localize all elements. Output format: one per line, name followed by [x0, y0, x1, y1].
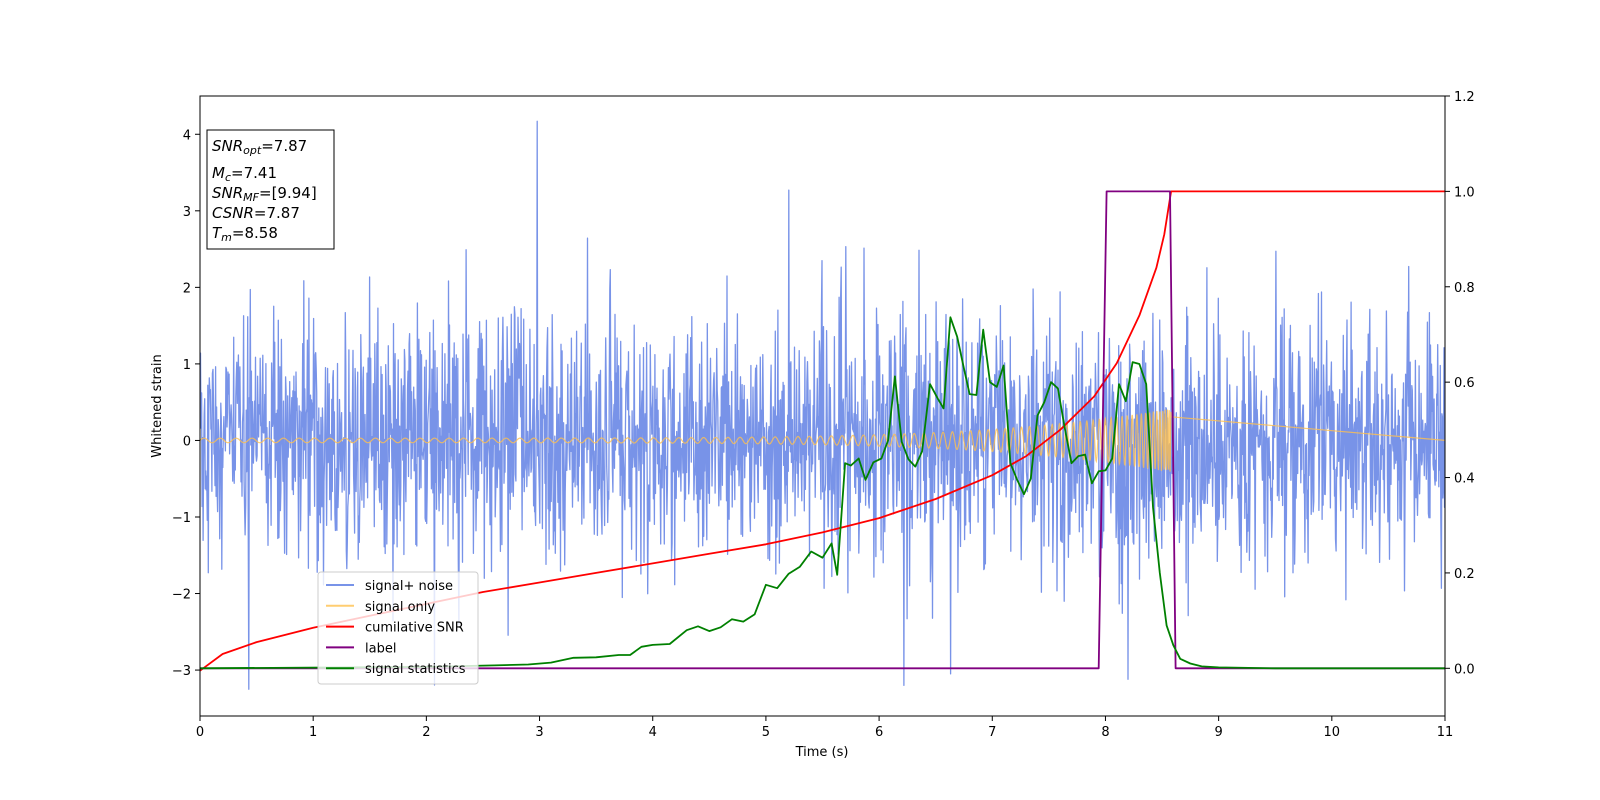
plot-frame: [199, 95, 1446, 717]
info-line: CSNR=7.87: [212, 204, 300, 222]
y2-tick-label: 0.6: [1454, 376, 1475, 391]
info-line: SNRopt=7.87: [212, 137, 307, 157]
legend-entry: signal+ noise: [365, 579, 453, 594]
x-axis-label: Time (s): [795, 745, 849, 760]
x-tick-label: 0: [196, 725, 204, 740]
x-axis: 0 1 2 3 4 5 6 7 8 9 10 11: [196, 716, 1453, 740]
x-tick-label: 2: [422, 725, 430, 740]
x-tick-label: 7: [988, 725, 996, 740]
x-tick-label: 10: [1324, 725, 1341, 740]
x-tick-label: 8: [1101, 725, 1109, 740]
info-line: SNRMF=[9.94]: [212, 184, 317, 204]
y2-tick-label: 0.8: [1454, 281, 1475, 296]
y-axis-right: 0.0 0.2 0.4 0.6 0.8 1.0 1.2: [1445, 90, 1475, 677]
legend-entry: signal statistics: [365, 662, 466, 677]
y2-tick-label: 0.4: [1454, 472, 1475, 487]
y2-tick-label: 0.0: [1454, 662, 1475, 677]
legend-frame: [317, 571, 479, 685]
legend: signal+ noise signal only cumilative SNR la…: [317, 571, 479, 685]
y-axis-label: Whitened strain: [150, 354, 165, 457]
x-tick-label: 9: [1214, 725, 1222, 740]
x-tick-label: 3: [535, 725, 543, 740]
y-tick-label: 4: [183, 128, 191, 143]
y-tick-label: 0: [183, 434, 191, 449]
y2-tick-label: 0.2: [1454, 567, 1475, 582]
y2-tick-label: 1.2: [1454, 90, 1475, 105]
x-tick-label: 6: [875, 725, 883, 740]
y-axis-left: −3 −2 −1 0 1 2 3 4: [172, 128, 200, 679]
info-line: Mc=7.41: [212, 164, 277, 184]
y-tick-label: −3: [172, 664, 191, 679]
x-tick-label: 5: [762, 725, 770, 740]
series-signal-statistics-line: [200, 316, 1445, 670]
y-tick-label: −2: [172, 588, 191, 603]
y-tick-label: −1: [172, 511, 191, 526]
y2-tick-label: 1.0: [1454, 185, 1475, 200]
x-tick-label: 11: [1437, 725, 1454, 740]
legend-entry: signal only: [365, 600, 435, 615]
info-box-frame: [206, 129, 335, 250]
legend-entry: cumilative SNR: [365, 621, 464, 636]
info-line: Tm=8.58: [212, 224, 278, 244]
x-tick-label: 1: [309, 725, 317, 740]
legend-entry: label: [365, 641, 396, 656]
y-tick-label: 3: [183, 205, 191, 220]
series-signal-noise-line: [200, 120, 1445, 690]
y-tick-label: 1: [183, 358, 191, 373]
x-tick-label: 4: [649, 725, 657, 740]
y-tick-label: 2: [183, 281, 191, 296]
